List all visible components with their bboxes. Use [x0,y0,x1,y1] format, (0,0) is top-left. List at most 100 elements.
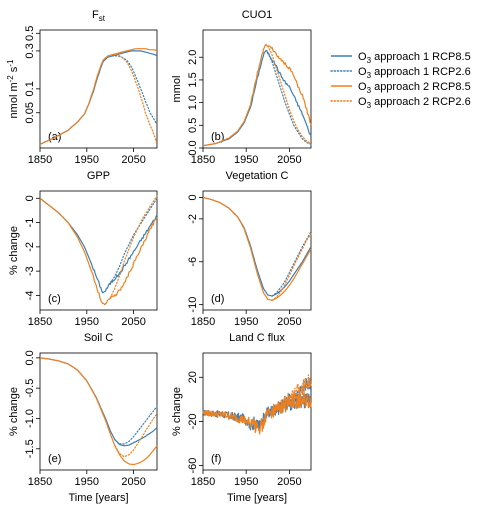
title-main: F [92,9,99,21]
chart-title: Soil C [84,332,113,344]
series-line-o3-approach-1-rcp2-6 [267,52,312,145]
legend-label-sub: 3 [367,86,372,95]
y-tick-label: -6 [187,257,199,267]
y-tick-label: 0 [24,195,36,201]
x-axis-label: Time [years] [68,492,128,504]
panel-label: (c) [48,293,61,305]
y-tick-label: -1.0 [24,409,36,428]
series-line-o3-approach-1-rcp2-6 [111,55,158,125]
y-tick-label: -2 [24,242,36,252]
panel-d: Vegetation C (d) 1850 1950 2050 -10 -6 -2 0 [187,170,312,328]
y-tick-label: 20 [187,371,199,383]
y-axis-label: nmol m-2 s-1 [6,59,20,118]
legend-label-pre: O [358,96,367,108]
y-tick-label: 0.1 [24,81,36,96]
series-line-o3-approach-1-rcp8-5 [39,357,158,447]
legend-label-sub: 3 [367,56,372,65]
chart-title: GPP [87,170,110,182]
y-tick-label: 2.0 [187,50,199,65]
legend: O3 approach 1 RCP8.5O3 approach 1 RCP2.6… [330,51,471,110]
x-tick-label: 2050 [277,476,301,488]
series-line-o3-approach-2-rcp2-6 [109,195,158,299]
x-tick-label: 2050 [121,316,145,328]
plot-frame [39,352,158,471]
y-tick-label: -2 [187,214,199,224]
x-tick-label: 1850 [191,316,215,328]
x-tick-label: 1950 [234,316,258,328]
x-tick-label: 2050 [121,476,145,488]
x-tick-label: 1850 [191,476,215,488]
legend-label-post: approach 1 RCP2.6 [371,66,471,78]
legend-label-sub: 3 [367,101,372,110]
panel-label: (f) [211,453,221,465]
series-line-o3-approach-1-rcp2-6 [271,231,312,297]
y-tick-label: 1.5 [187,72,199,87]
legend-label-post: approach 2 RCP2.6 [371,96,471,108]
x-tick-label: 2050 [277,316,301,328]
chart-title: CUO1 [242,9,273,21]
y-tick-label: 0.0 [24,350,36,365]
y-tick-label: 0.5 [24,26,36,41]
series-line-o3-approach-2-rcp8-5 [39,197,158,306]
legend-label: O3 approach 2 RCP8.5 [358,81,471,95]
series-line-o3-approach-2-rcp2-6 [271,374,312,417]
chart-title: Fst [92,9,106,23]
panel-f: Land C flux (f) 1850 1950 2050 -60 -20 20 % chan… [171,332,312,504]
y-tick-label: 0.5 [187,118,199,133]
x-tick-label: 1950 [234,154,258,166]
plot-frame [39,190,158,311]
y-tick-label: 1.0 [187,95,199,110]
x-axis-label: Time [years] [227,492,287,504]
series-line-o3-approach-2-rcp2-6 [111,54,158,144]
legend-label-pre: O [358,51,367,63]
panel-e: Soil C (e) 1850 1950 2050 -1.5 -1.0 -0.5 0.0 % ch… [8,332,158,504]
panel-b: CUO1 (b) 1850 1950 2050 0.0 0.5 1.0 1.5 2.0 mmol [171,9,312,166]
series-line-o3-approach-2-rcp2-6 [114,413,158,458]
y-tick-label: 0.05 [24,102,36,123]
series-line-o3-approach-2-rcp2-6 [267,45,312,145]
y-axis-label: % change [171,387,183,436]
x-tick-label: 2050 [277,154,301,166]
legend-label-pre: O [358,81,367,93]
x-tick-label: 2050 [121,154,145,166]
series-line-o3-approach-1-rcp2-6 [114,405,158,445]
x-tick-label: 1850 [28,476,52,488]
legend-label-sub: 3 [367,71,372,80]
y-tick-label: 0.3 [24,43,36,58]
series-line-o3-approach-2-rcp8-5 [39,48,158,145]
x-tick-label: 1950 [75,154,99,166]
series-line-o3-approach-2-rcp2-6 [271,233,312,301]
chart-title: Vegetation C [226,170,289,182]
x-tick-label: 1850 [191,154,215,166]
x-tick-label: 1950 [234,476,258,488]
series-line-o3-approach-1-rcp8-5 [202,196,312,297]
legend-label: O3 approach 1 RCP2.6 [358,66,471,80]
plot-frame [202,29,312,149]
legend-label-post: approach 2 RCP8.5 [371,81,471,93]
chart-title: Land C flux [229,332,285,344]
plot-frame [202,190,312,311]
panel-label: (e) [48,453,61,465]
legend-label: O3 approach 2 RCP2.6 [358,96,471,110]
y-tick-label: 0.0 [187,140,199,155]
y-tick-label: -20 [187,413,199,429]
panel-label: (d) [211,293,224,305]
y-tick-label: -60 [187,458,199,474]
y-axis-label: % change [8,387,20,436]
panel-c: GPP (c) 1850 1950 2050 -4 -3 -2 -1 0 % change [8,170,158,328]
y-axis-label: % change [8,226,20,275]
legend-label-post: approach 1 RCP8.5 [371,51,471,63]
y-tick-label: -10 [187,297,199,313]
x-tick-label: 1950 [75,316,99,328]
y-tick-label: 0 [187,194,199,200]
series-line-o3-approach-2-rcp8-5 [39,357,158,466]
y-tick-label: -1 [24,218,36,228]
series-line-o3-approach-2-rcp8-5 [202,393,312,435]
y-axis-label: mmol [171,76,183,103]
y-tick-label: -4 [24,291,36,301]
x-tick-label: 1950 [75,476,99,488]
x-tick-label: 1850 [28,316,52,328]
y-tick-label: -3 [24,266,36,276]
title-subscript: st [99,14,106,23]
